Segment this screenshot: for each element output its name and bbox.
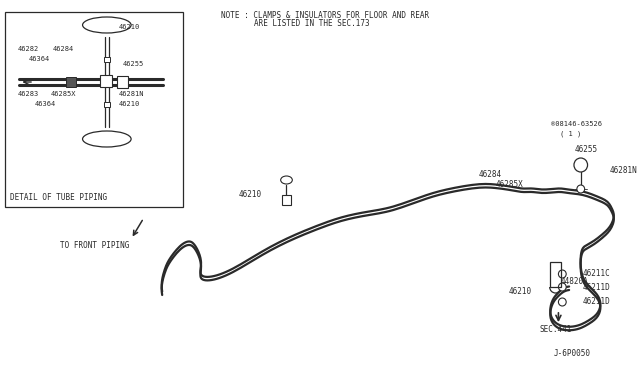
Text: 46211C: 46211C <box>582 269 611 279</box>
Text: ARE LISTED IN THE SEC.173: ARE LISTED IN THE SEC.173 <box>255 19 370 28</box>
Text: 46281N: 46281N <box>610 166 637 174</box>
Text: 46210: 46210 <box>239 189 262 199</box>
Text: 46284: 46284 <box>479 170 502 179</box>
Text: 46284: 46284 <box>52 46 74 52</box>
Text: 46281N: 46281N <box>118 91 144 97</box>
Bar <box>116 76 128 88</box>
Text: 46283: 46283 <box>17 91 39 97</box>
Text: 46285X: 46285X <box>51 91 76 97</box>
Text: 46364: 46364 <box>35 101 56 107</box>
Text: 46282: 46282 <box>17 46 39 52</box>
Bar <box>104 57 109 62</box>
Bar <box>100 75 112 87</box>
Ellipse shape <box>559 283 566 291</box>
Text: 46211D: 46211D <box>582 282 611 292</box>
Ellipse shape <box>281 176 292 184</box>
Bar <box>5 12 182 207</box>
Text: J-6P0050: J-6P0050 <box>554 350 591 359</box>
Ellipse shape <box>559 270 566 278</box>
Text: TO FRONT PIPING: TO FRONT PIPING <box>60 241 129 250</box>
Bar <box>66 77 76 87</box>
Text: ( 1 ): ( 1 ) <box>561 131 582 137</box>
Ellipse shape <box>83 17 131 33</box>
Text: DETAIL OF TUBE PIPING: DETAIL OF TUBE PIPING <box>10 193 107 202</box>
Bar <box>104 102 109 107</box>
Text: SEC.441: SEC.441 <box>540 326 572 334</box>
Ellipse shape <box>559 298 566 306</box>
Text: 46210: 46210 <box>118 24 140 30</box>
Text: 46211D: 46211D <box>582 298 611 307</box>
Text: NOTE : CLAMPS & INSULATORS FOR FLOOR AND REAR: NOTE : CLAMPS & INSULATORS FOR FLOOR AND… <box>221 11 429 20</box>
Text: 44820A: 44820A <box>561 278 588 286</box>
Ellipse shape <box>577 185 585 193</box>
Text: 46255: 46255 <box>575 145 598 154</box>
Text: 46210: 46210 <box>118 101 140 107</box>
Ellipse shape <box>83 131 131 147</box>
Text: 46210: 46210 <box>509 288 532 296</box>
Bar <box>282 195 291 205</box>
Bar <box>550 262 561 287</box>
Text: 46285X: 46285X <box>495 180 523 189</box>
Text: 46255: 46255 <box>122 61 143 67</box>
Ellipse shape <box>574 158 588 172</box>
Text: 46364: 46364 <box>29 56 51 62</box>
Text: ®08146-63526: ®08146-63526 <box>550 121 602 127</box>
